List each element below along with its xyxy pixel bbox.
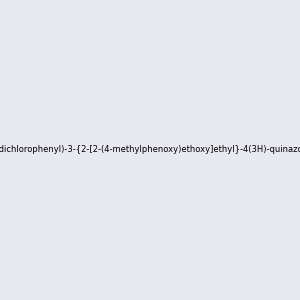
Text: 2-(2,4-dichlorophenyl)-3-{2-[2-(4-methylphenoxy)ethoxy]ethyl}-4(3H)-quinazolinon: 2-(2,4-dichlorophenyl)-3-{2-[2-(4-methyl… xyxy=(0,146,300,154)
